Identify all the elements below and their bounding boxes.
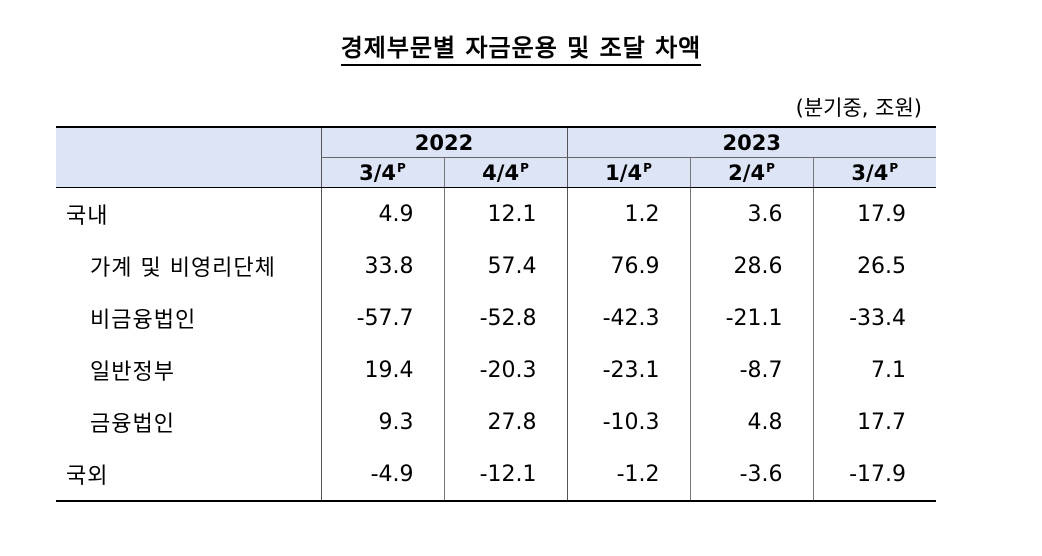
quarter-label: 2/4 xyxy=(728,160,766,185)
table-row: 일반정부 19.4 -20.3 -23.1 -8.7 7.1 xyxy=(56,344,937,396)
value-cell: -4.9 xyxy=(320,448,444,502)
value-cell: -42.3 xyxy=(566,292,691,344)
header-quarter-cell: 4/4P xyxy=(443,157,568,188)
quarter-label: 4/4 xyxy=(482,160,520,185)
row-label: 일반정부 xyxy=(90,360,175,385)
header-quarter-cell: 3/4P xyxy=(812,157,937,188)
value-cell: 4.8 xyxy=(689,396,814,448)
value-cell: 12.1 xyxy=(443,187,568,240)
value-cell: 3.6 xyxy=(689,187,814,240)
header-quarter-cell: 1/4P xyxy=(566,157,691,188)
header-row-quarters: 3/4P 4/4P 1/4P 2/4P 3/4P xyxy=(56,157,937,188)
value-cell: 57.4 xyxy=(443,240,568,292)
row-label: 국내 xyxy=(66,204,109,229)
page-title: 경제부문별 자금운용 및 조달 차액 xyxy=(0,28,1042,66)
value-cell: -17.9 xyxy=(812,448,937,502)
value-cell: 7.1 xyxy=(812,344,937,396)
value-cell: -57.7 xyxy=(320,292,444,344)
preliminary-mark: P xyxy=(520,160,529,175)
value-cell: -20.3 xyxy=(443,344,568,396)
row-label: 금융법인 xyxy=(90,412,175,437)
value-cell: -52.8 xyxy=(443,292,568,344)
row-label: 가계 및 비영리단체 xyxy=(90,256,276,281)
value-cell: -10.3 xyxy=(566,396,691,448)
value-cell: 26.5 xyxy=(812,240,937,292)
value-cell: -33.4 xyxy=(812,292,937,344)
row-label: 국외 xyxy=(56,448,321,502)
header-year-2022: 2022 xyxy=(320,126,568,158)
header-year-2023: 2023 xyxy=(566,126,937,158)
value-cell: 33.8 xyxy=(320,240,444,292)
value-cell: 19.4 xyxy=(320,344,444,396)
value-cell: 17.7 xyxy=(812,396,937,448)
value-cell: -8.7 xyxy=(689,344,814,396)
quarter-label: 3/4 xyxy=(851,160,889,185)
page-title-text: 경제부문별 자금운용 및 조달 차액 xyxy=(340,34,702,66)
data-table: 2022 2023 3/4P 4/4P 1/4P 2/4P 3/4P 국내 4.… xyxy=(56,126,937,502)
value-cell: 28.6 xyxy=(689,240,814,292)
value-cell: -12.1 xyxy=(443,448,568,502)
header-quarter-cell: 3/4P xyxy=(320,157,444,188)
value-cell: 1.2 xyxy=(566,187,691,240)
quarter-label: 1/4 xyxy=(605,160,643,185)
table-row: 비금융법인 -57.7 -52.8 -42.3 -21.1 -33.4 xyxy=(56,292,937,344)
value-cell: -3.6 xyxy=(689,448,814,502)
value-cell: -21.1 xyxy=(689,292,814,344)
header-row-years: 2022 2023 xyxy=(56,126,937,188)
preliminary-mark: P xyxy=(889,160,899,175)
preliminary-mark: P xyxy=(766,160,775,175)
table-row: 가계 및 비영리단체 33.8 57.4 76.9 28.6 26.5 xyxy=(56,240,937,292)
value-cell: -1.2 xyxy=(566,448,691,502)
preliminary-mark: P xyxy=(397,160,406,175)
value-cell: 17.9 xyxy=(812,187,937,240)
value-cell: 27.8 xyxy=(443,396,568,448)
value-cell: 9.3 xyxy=(320,396,444,448)
row-label: 비금융법인 xyxy=(90,308,197,333)
preliminary-mark: P xyxy=(643,160,652,175)
value-cell: -23.1 xyxy=(566,344,691,396)
value-cell: 76.9 xyxy=(566,240,691,292)
table-row: 금융법인 9.3 27.8 -10.3 4.8 17.7 xyxy=(56,396,937,448)
value-cell: 4.9 xyxy=(320,187,444,240)
table-row: 국외 -4.9 -12.1 -1.2 -3.6 -17.9 xyxy=(56,448,937,502)
quarter-label: 3/4 xyxy=(359,160,397,185)
table-row: 국내 4.9 12.1 1.2 3.6 17.9 xyxy=(56,187,937,240)
header-quarter-cell: 2/4P xyxy=(689,157,814,188)
unit-note: (분기중, 조원) xyxy=(795,96,922,120)
header-corner-cell xyxy=(56,126,321,188)
